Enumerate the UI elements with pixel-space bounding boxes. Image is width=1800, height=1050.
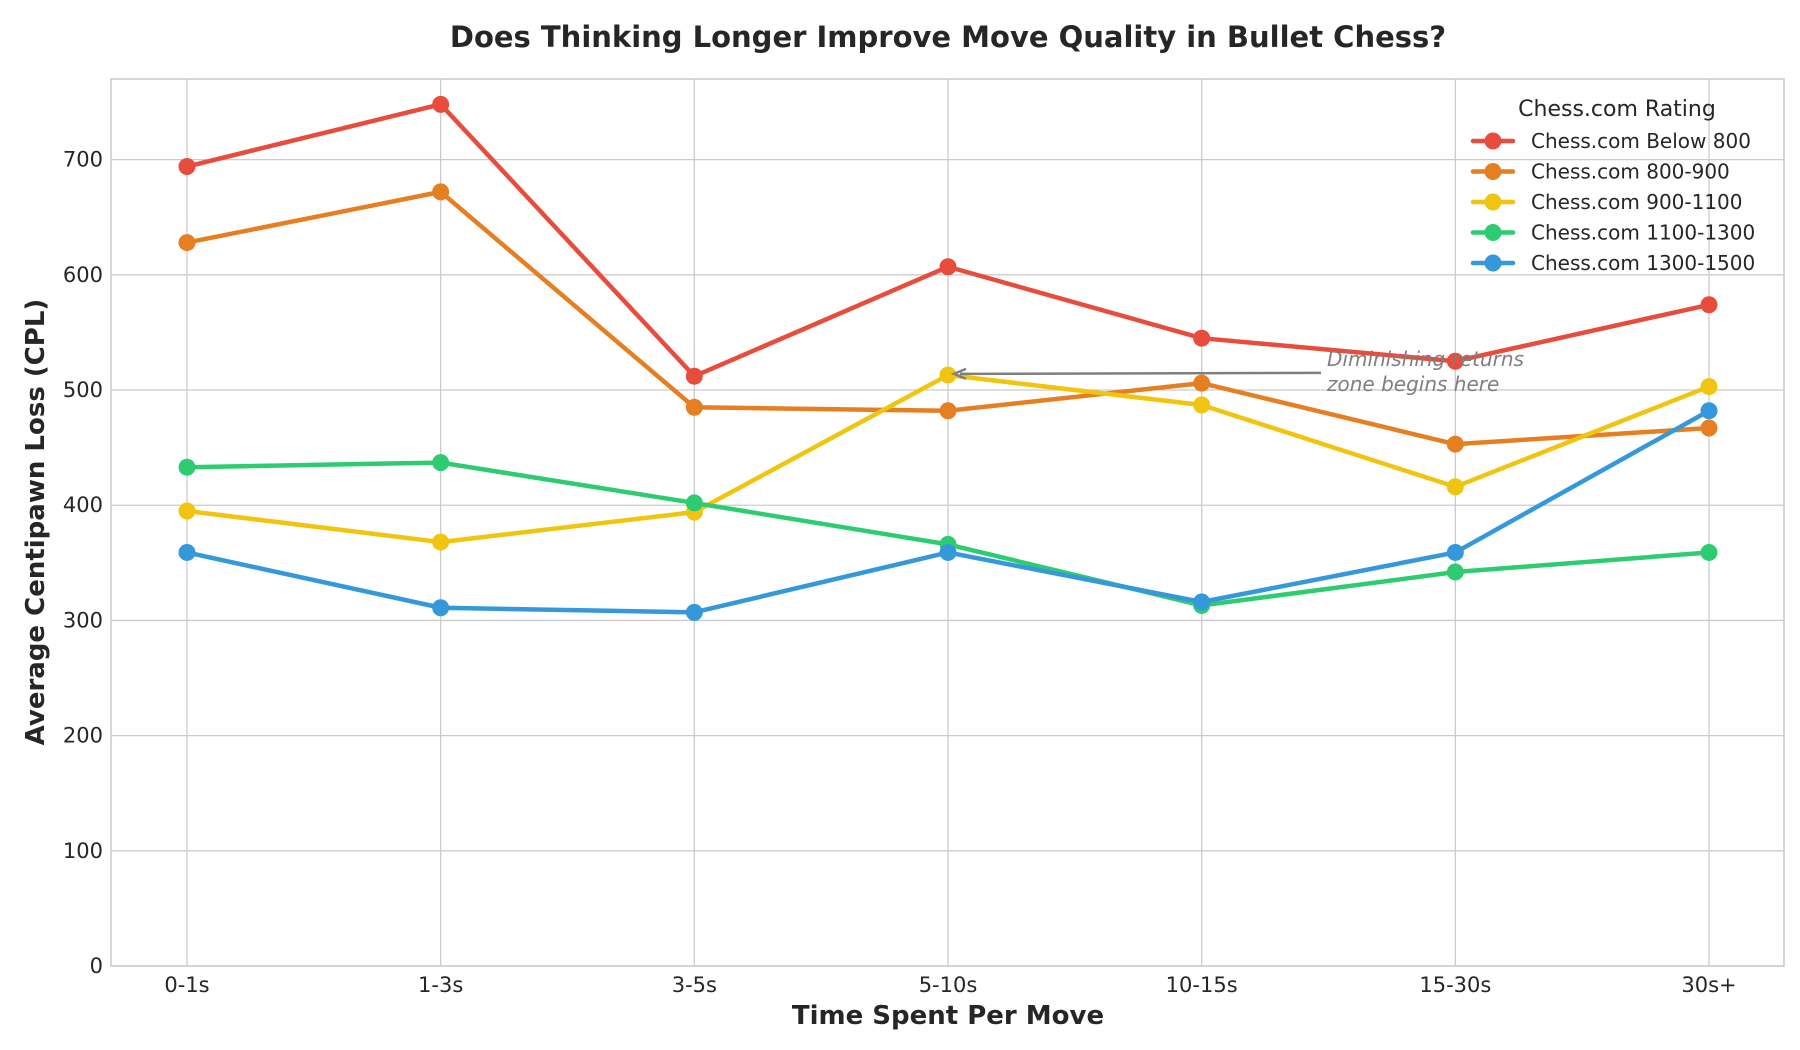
data-point xyxy=(1700,419,1718,437)
data-point xyxy=(178,458,196,476)
data-point xyxy=(939,402,957,420)
tick-labels: 0 100 200 300 400 500 600 700 0-1s 1-3s 3-5s 5-10s 1… xyxy=(63,148,1737,997)
y-axis-label: Average Centipawn Loss (CPL) xyxy=(21,299,51,746)
data-point xyxy=(432,533,450,551)
annotation-line-2: zone begins here xyxy=(1326,372,1499,396)
data-point xyxy=(1446,543,1464,561)
legend-swatch-marker xyxy=(1484,163,1502,180)
data-point xyxy=(1446,435,1464,453)
legend-entry: Chess.com 900-1100 xyxy=(1470,190,1743,214)
data-point xyxy=(1700,378,1718,396)
legend-swatch-marker xyxy=(1484,132,1502,150)
data-point xyxy=(432,454,450,472)
data-point xyxy=(685,603,703,621)
data-point xyxy=(178,234,196,252)
x-tick-label: 15-30s xyxy=(1419,973,1491,997)
annotation-arrow-shaft xyxy=(959,371,1322,376)
data-point xyxy=(1446,563,1464,581)
series-group xyxy=(178,402,1718,621)
data-point xyxy=(1193,593,1211,611)
legend-swatch-marker xyxy=(1484,254,1502,272)
legend-label: Chess.com 800-900 xyxy=(1531,160,1730,184)
data-point xyxy=(685,494,703,512)
chart-title: Does Thinking Longer Improve Move Qualit… xyxy=(450,20,1446,54)
data-point xyxy=(1193,396,1211,414)
y-tick-label: 700 xyxy=(63,148,103,172)
data-point xyxy=(939,543,957,561)
legend-label: Chess.com 1100-1300 xyxy=(1531,221,1755,245)
x-tick-label: 1-3s xyxy=(418,973,463,997)
legend-swatch-marker xyxy=(1484,193,1502,211)
data-point xyxy=(1446,478,1464,496)
legend-label: Chess.com 1300-1500 xyxy=(1531,251,1755,275)
legend-entry: Chess.com Below 800 xyxy=(1470,129,1751,153)
data-point xyxy=(1700,402,1718,420)
x-tick-label: 3-5s xyxy=(672,973,717,997)
series-layer xyxy=(178,95,1718,621)
annotation-line-1: Diminishing returns xyxy=(1327,347,1524,371)
data-point xyxy=(1193,329,1211,347)
y-tick-label: 500 xyxy=(63,378,103,402)
data-point xyxy=(1700,543,1718,561)
y-tick-label: 300 xyxy=(63,608,103,632)
x-tick-label: 10-15s xyxy=(1166,973,1238,997)
data-point xyxy=(939,366,957,384)
data-point xyxy=(685,398,703,416)
legend: Chess.com Rating Chess.com Below 800 Ches… xyxy=(1470,97,1755,275)
plot-frame xyxy=(110,78,1785,967)
data-point xyxy=(1193,374,1211,392)
legend-entry: Chess.com 1100-1300 xyxy=(1470,221,1755,245)
y-tick-label: 400 xyxy=(63,493,103,517)
data-point xyxy=(939,258,957,276)
y-tick-label: 600 xyxy=(63,263,103,287)
x-axis-label: Time Spent Per Move xyxy=(792,1001,1104,1031)
data-point xyxy=(1446,352,1464,370)
x-tick-label: 30s+ xyxy=(1681,973,1736,997)
data-point xyxy=(178,502,196,520)
annotation: Diminishing returns zone begins here xyxy=(950,347,1530,396)
y-tick-label: 0 xyxy=(90,954,103,978)
data-point xyxy=(432,183,450,201)
legend-entry: Chess.com 800-900 xyxy=(1470,160,1730,184)
data-point xyxy=(178,158,196,176)
legend-label: Chess.com Below 800 xyxy=(1531,129,1751,153)
legend-label: Chess.com 900-1100 xyxy=(1531,190,1743,214)
x-tick-label: 0-1s xyxy=(164,973,209,997)
data-point xyxy=(1700,296,1718,314)
y-tick-label: 200 xyxy=(63,724,103,748)
series-group xyxy=(178,95,1718,385)
grid xyxy=(111,79,1784,967)
series-group xyxy=(178,183,1718,453)
annotation-text: Diminishing returns zone begins here xyxy=(1326,347,1530,396)
legend-title: Chess.com Rating xyxy=(1518,97,1716,122)
data-point xyxy=(685,367,703,385)
data-point xyxy=(432,599,450,617)
annotation-arrow-head xyxy=(950,367,967,381)
x-tick-label: 5-10s xyxy=(919,973,978,997)
data-point xyxy=(178,543,196,561)
legend-entry: Chess.com 1300-1500 xyxy=(1470,251,1755,275)
legend-swatch-marker xyxy=(1484,224,1502,241)
y-tick-label: 100 xyxy=(63,839,103,863)
data-point xyxy=(432,95,450,113)
